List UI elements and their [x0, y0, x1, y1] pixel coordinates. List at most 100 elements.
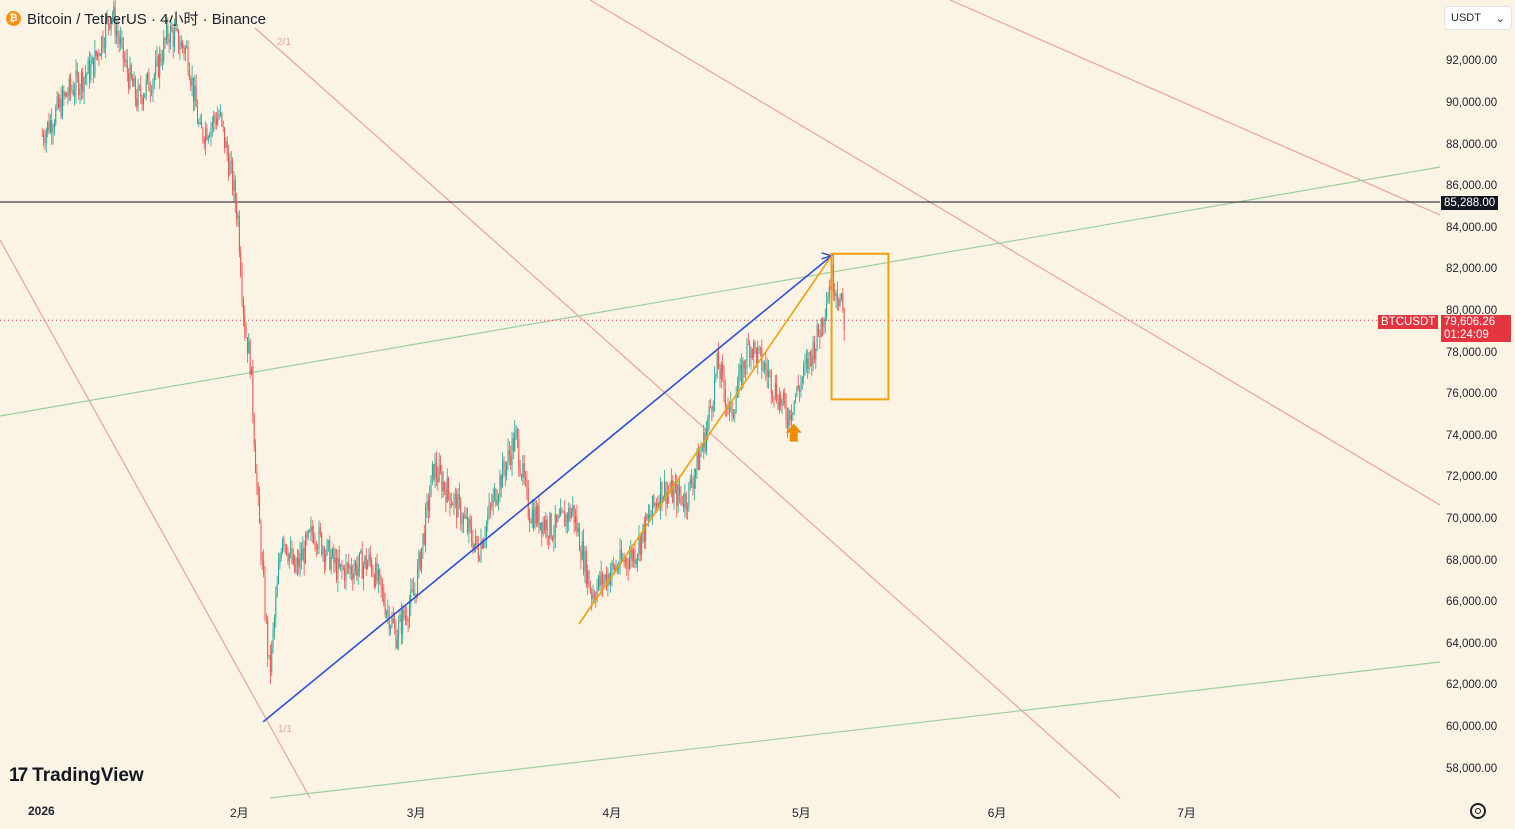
candle-body	[118, 36, 120, 44]
candle-body	[202, 128, 204, 140]
candle-body	[191, 77, 193, 86]
candle-body	[799, 389, 801, 392]
candle-body	[352, 573, 354, 580]
candle-body	[110, 17, 112, 29]
candle-body	[325, 554, 327, 563]
candle-body	[237, 215, 239, 220]
candle-body	[142, 97, 144, 105]
candle-body	[732, 414, 734, 417]
candle-body	[633, 550, 635, 561]
candle-body	[184, 47, 186, 54]
time-tick: 7月	[1177, 806, 1196, 820]
candle-body	[711, 407, 713, 411]
candle-body	[334, 558, 336, 564]
candle-body	[637, 554, 639, 561]
projection-box[interactable]	[830, 252, 890, 401]
candle-body	[252, 366, 254, 416]
candle-body	[836, 293, 838, 300]
trend-line-blue[interactable]	[262, 255, 833, 723]
channel-line-red-4[interactable]	[949, 0, 1441, 216]
candle-body	[819, 335, 821, 338]
candle-body	[98, 52, 100, 57]
candle-body	[607, 574, 609, 587]
up-arrow-icon[interactable]	[785, 423, 802, 442]
time-tick: 2026	[28, 804, 55, 818]
candle-body	[541, 522, 543, 534]
candle-body	[273, 618, 275, 630]
candle-body	[182, 41, 184, 48]
candle-body	[653, 495, 655, 506]
candle-body	[275, 596, 277, 619]
candle-body	[140, 86, 142, 97]
channel-line-red-2[interactable]	[254, 27, 1121, 799]
tradingview-logo[interactable]: 17 TradingView	[9, 765, 144, 787]
candle-body	[599, 576, 601, 586]
symbol-header: ₿ Bitcoin / TetherUS · 4小时 · Binance	[6, 8, 266, 28]
candle-body	[52, 128, 54, 133]
candle-body	[408, 605, 410, 622]
candle-body	[518, 438, 520, 468]
candle-body	[739, 364, 741, 372]
price-tick: 58,000.00	[1446, 762, 1498, 775]
candle-body	[677, 485, 679, 507]
candle-body	[572, 505, 574, 512]
candle-body	[584, 550, 586, 572]
trend-line-orange[interactable]	[578, 255, 833, 625]
candle-body	[97, 52, 99, 57]
candle-body	[228, 154, 230, 176]
candle-body	[414, 593, 416, 596]
candle-body	[390, 626, 392, 630]
settings-icon[interactable]	[1470, 803, 1486, 819]
candle-body	[471, 526, 473, 542]
candle-body	[448, 478, 450, 494]
candle-body	[415, 593, 417, 597]
candle-body	[503, 460, 505, 471]
candle-body	[368, 554, 370, 563]
candle-body	[700, 450, 702, 455]
candle-body	[558, 516, 560, 518]
candle-body	[319, 527, 321, 534]
candle-body	[475, 536, 477, 544]
currency-select[interactable]: USDT ⌄	[1444, 6, 1512, 30]
price-tick: 62,000.00	[1446, 679, 1498, 692]
candle-body	[310, 526, 312, 531]
candle-body	[233, 179, 235, 191]
candle-body	[311, 526, 313, 535]
candle-body	[442, 482, 444, 492]
candle-body	[172, 31, 174, 47]
candle-body	[765, 363, 767, 371]
candle-body	[372, 572, 374, 576]
candle-body	[283, 539, 285, 546]
channel-line-green-1[interactable]	[0, 166, 1441, 417]
candle-body	[341, 564, 343, 569]
candle-body	[753, 341, 755, 358]
candle-body	[93, 57, 95, 77]
candle-body	[715, 373, 717, 378]
candle-body	[705, 430, 707, 452]
candle-body	[604, 574, 606, 580]
candle-body	[43, 135, 45, 141]
candle-body	[734, 412, 736, 415]
candle-body	[410, 588, 412, 606]
candle-body	[547, 536, 549, 539]
candle-body	[321, 533, 323, 555]
candle-body	[782, 393, 784, 400]
candle-body	[508, 450, 510, 456]
candle-body	[198, 123, 200, 125]
symbol-title[interactable]: Bitcoin / TetherUS · 4小时 · Binance	[27, 10, 266, 28]
candle-body	[132, 78, 134, 87]
candle-body	[280, 552, 282, 559]
channel-line-red-3[interactable]	[589, 0, 1441, 506]
candle-body	[399, 614, 401, 622]
candle-body	[411, 588, 413, 590]
candle-body	[371, 560, 373, 573]
candle-body	[249, 341, 251, 375]
candle-body	[674, 483, 676, 489]
channel-line-green-2[interactable]	[269, 661, 1441, 799]
candle-body	[777, 401, 779, 409]
candle-body	[323, 548, 325, 563]
channel-line-red-1[interactable]	[0, 239, 311, 799]
candle-body	[105, 21, 107, 47]
price-tick: 80,000.00	[1446, 305, 1498, 317]
